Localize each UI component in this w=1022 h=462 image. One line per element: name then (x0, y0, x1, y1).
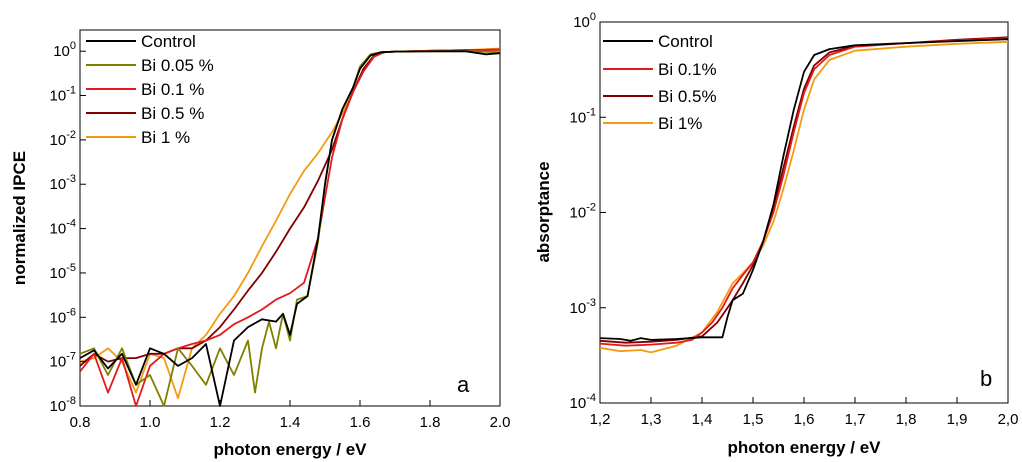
panel-b-x-tick-label: 1,3 (641, 411, 662, 428)
panel-b-x-tick-label: 2,0 (998, 411, 1019, 428)
panel-a: 0.8 1.0 1.2 1.4 1.6 1.8 2.0 100 10-1 10-2 10-3 10-… (10, 29, 511, 459)
panel-b-x-tick-label: 1,7 (845, 411, 866, 428)
panel-a-series-control (79, 50, 501, 407)
panel-a-x-tick-label: 1.0 (140, 414, 161, 431)
panel-b-series-bi-1 (599, 40, 1009, 354)
panel-a-y-tick-label: 10-6 (50, 306, 76, 326)
panel-b-y-axis-label: absorptance (534, 161, 553, 262)
panel-b-x-tick-label: 1,9 (947, 411, 968, 428)
panel-a-x-tick-label: 1.8 (420, 414, 441, 431)
panel-b-y-tick-label: 100 (573, 11, 596, 31)
panel-b-x-tick-label: 1,2 (590, 411, 611, 428)
panel-b-series-lines (599, 36, 1009, 354)
panel-a-x-tick-label: 1.4 (280, 414, 301, 431)
panel-b-y-tick-label: 10-4 (570, 392, 596, 412)
panel-a-y-tick-label: 100 (53, 40, 76, 60)
panel-b-y-axis: 100 10-1 10-2 10-3 10-4 (570, 11, 606, 412)
legend-label-bi-0-05: Bi 0.05 % (141, 56, 214, 75)
panel-a-series-lines (79, 47, 501, 407)
panel-a-legend: Control Bi 0.05 % Bi 0.1 % Bi 0.5 % Bi 1… (86, 32, 214, 147)
panel-b-y-tick-label: 10-3 (570, 297, 596, 317)
legend-label-bi-0-5: Bi 0.5% (658, 87, 717, 106)
panel-b-legend: Control Bi 0.1% Bi 0.5% Bi 1% (603, 32, 717, 133)
panel-b-x-tick-label: 1,5 (743, 411, 764, 428)
panel-b-x-tick-label: 1,8 (896, 411, 917, 428)
panel-b-x-axis-label: photon energy / eV (727, 438, 881, 457)
panel-a-y-tick-label: 10-8 (50, 395, 76, 415)
panel-a-series-bi-0-05 (79, 50, 501, 407)
panel-a-x-axis-label: photon energy / eV (213, 440, 367, 459)
panel-b-y-tick-label: 10-2 (570, 202, 596, 222)
legend-label-bi-0-5: Bi 0.5 % (141, 104, 204, 123)
legend-label-bi-0-1: Bi 0.1% (658, 60, 717, 79)
legend-label-bi-1: Bi 1% (658, 114, 702, 133)
panel-b-plot-frame (599, 21, 1009, 404)
legend-label-control: Control (658, 32, 713, 51)
panel-a-x-tick-label: 0.8 (70, 414, 91, 431)
panel-a-x-tick-label: 1.6 (350, 414, 371, 431)
panel-a-x-tick-label: 1.2 (210, 414, 231, 431)
panel-a-y-tick-label: 10-5 (50, 262, 76, 282)
legend-label-bi-0-1: Bi 0.1 % (141, 80, 204, 99)
panel-b-series-control (599, 38, 1009, 342)
panel-a-series-bi-1 (79, 47, 501, 400)
panel-a-y-tick-label: 10-2 (50, 129, 76, 149)
panel-a-y-tick-label: 10-1 (50, 85, 76, 105)
panel-b-letter: b (980, 366, 992, 391)
panel-b-x-axis: 1,2 1,3 1,4 1,5 1,6 1,7 1,8 1,9 2,0 (590, 397, 1019, 428)
legend-label-bi-1: Bi 1 % (141, 128, 190, 147)
panel-a-y-axis: 100 10-1 10-2 10-3 10-4 10-5 10-6 10-7 10-8 (50, 40, 86, 415)
panel-a-x-tick-label: 2.0 (490, 414, 511, 431)
panel-b-series-bi-0-5 (599, 36, 1009, 344)
panel-a-y-tick-label: 10-3 (50, 173, 76, 193)
panel-a-y-axis-label: normalized IPCE (10, 151, 29, 285)
panel-a-letter: a (457, 372, 470, 397)
panel-a-y-tick-label: 10-4 (50, 218, 76, 238)
panel-b-x-tick-label: 1,6 (794, 411, 815, 428)
panel-b-x-tick-label: 1,4 (692, 411, 713, 428)
panel-b-y-tick-label: 10-1 (570, 106, 596, 126)
panel-b-series-bi-0-1 (599, 37, 1009, 347)
panel-a-x-axis: 0.8 1.0 1.2 1.4 1.6 1.8 2.0 (70, 400, 511, 431)
panel-a-y-tick-label: 10-7 (50, 351, 76, 371)
legend-label-control: Control (141, 32, 196, 51)
panel-b: 1,2 1,3 1,4 1,5 1,6 1,7 1,8 1,9 2,0 10010-110-21… (534, 11, 1018, 457)
